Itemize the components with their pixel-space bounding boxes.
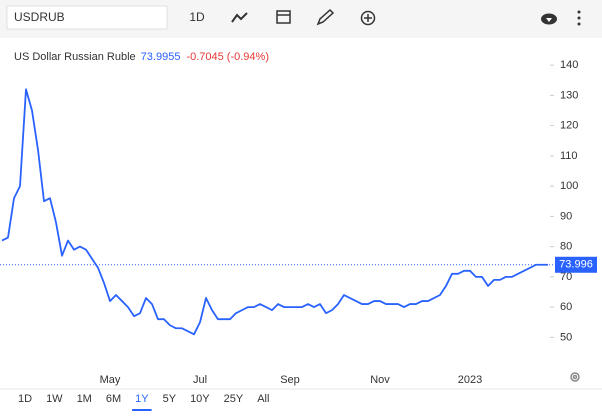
draw-icon[interactable] xyxy=(316,8,335,26)
chart-type-icon[interactable] xyxy=(231,12,248,23)
range-button[interactable]: 1M xyxy=(77,393,92,405)
y-tick-label: 60 xyxy=(560,301,572,313)
range-button[interactable]: 1Y xyxy=(135,393,149,405)
x-tick-label: May xyxy=(100,374,121,386)
range-button[interactable]: 10Y xyxy=(190,393,210,405)
x-tick-label: Sep xyxy=(280,374,300,386)
range-button[interactable]: 25Y xyxy=(224,393,244,405)
y-tick-label: 140 xyxy=(560,59,578,71)
indicator-icon[interactable] xyxy=(360,10,376,26)
range-button[interactable]: 1D xyxy=(18,393,32,405)
y-tick-label: 70 xyxy=(560,271,572,283)
y-tick-label: 110 xyxy=(560,150,578,162)
last-value-box xyxy=(555,256,597,273)
y-tick-label: 90 xyxy=(560,210,572,222)
last-value-label: 73.996 xyxy=(559,259,593,271)
price: 73.9955 xyxy=(141,51,181,63)
y-tick-label: 50 xyxy=(560,331,572,343)
y-tick-label: 100 xyxy=(560,180,578,192)
symbol: USDRUB xyxy=(14,10,65,24)
y-tick-label: 120 xyxy=(560,120,578,132)
y-tick-label: 80 xyxy=(560,241,572,253)
price-line xyxy=(1,88,548,336)
range-button[interactable]: 6M xyxy=(106,393,121,405)
settings-icon[interactable] xyxy=(570,372,580,382)
y-tick-label: 130 xyxy=(560,89,578,101)
menu-icon[interactable] xyxy=(577,10,581,26)
download-icon[interactable] xyxy=(541,13,557,25)
x-tick-label: Jul xyxy=(193,374,207,386)
chart-title: US Dollar Russian Ruble xyxy=(14,51,136,63)
x-tick-label: 2023 xyxy=(458,374,482,386)
range-button[interactable]: 1W xyxy=(46,393,63,405)
interval-button[interactable]: 1D xyxy=(189,10,205,24)
symbol-input[interactable] xyxy=(6,5,168,30)
x-tick-label: Nov xyxy=(370,374,390,386)
range-button[interactable]: All xyxy=(257,393,269,405)
calendar-icon[interactable] xyxy=(276,10,291,24)
change: -0.7045 (-0.94%) xyxy=(186,51,269,63)
range-button[interactable]: 5Y xyxy=(163,393,177,405)
